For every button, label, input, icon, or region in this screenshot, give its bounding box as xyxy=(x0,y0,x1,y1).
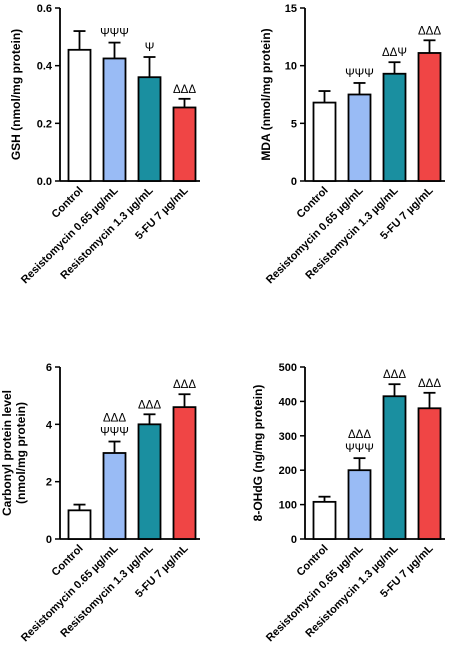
y-tick-label: 300 xyxy=(279,431,297,443)
y-tick-label: 0.4 xyxy=(37,61,53,73)
y-axis-title-line: Carbonyl protein level xyxy=(0,390,14,516)
y-tick-label: 0.0 xyxy=(37,176,52,188)
y-axis-title: 8-OHdG (ng/mg protein) xyxy=(251,385,265,522)
bar-resistomycin-13 xyxy=(382,72,407,182)
bar-control xyxy=(67,509,92,540)
bar-five-fu xyxy=(417,52,442,182)
y-tick-label: 5 xyxy=(291,118,297,130)
bar-resistomycin-065 xyxy=(347,469,372,540)
significance-label: ΔΔΔ xyxy=(383,369,406,381)
y-tick-label: 15 xyxy=(285,3,297,15)
significance-label: ΨΨΨ xyxy=(345,443,374,455)
y-tick-label: 0.2 xyxy=(37,118,52,130)
bar-resistomycin-065 xyxy=(102,57,127,182)
y-axis-title-line: (nmol/mg protein) xyxy=(14,402,28,504)
significance-label: Ψ xyxy=(145,42,155,54)
significance-label: ΔΔΔ xyxy=(103,413,126,425)
y-tick-label: 10 xyxy=(285,61,297,73)
y-tick-label: 6 xyxy=(46,362,52,374)
bar-five-fu xyxy=(172,106,197,182)
bar-resistomycin-13 xyxy=(137,423,162,540)
y-tick-label: 0 xyxy=(291,534,297,546)
significance-label: ΔΔΔ xyxy=(173,379,196,391)
bar-control xyxy=(67,48,92,182)
bar-control xyxy=(312,500,337,540)
y-tick-label: 0 xyxy=(46,534,52,546)
bar-five-fu xyxy=(417,407,442,540)
y-tick-label: 500 xyxy=(279,362,297,374)
bar-resistomycin-13 xyxy=(382,395,407,540)
significance-label: ΔΔΔ xyxy=(418,25,441,37)
y-tick-label: 4 xyxy=(46,419,53,431)
bar-control xyxy=(312,101,337,182)
significance-label: ΔΔΔ xyxy=(348,429,371,441)
significance-label: ΔΔΔ xyxy=(173,84,196,96)
y-tick-label: 0 xyxy=(291,176,297,188)
y-axis-title-line: GSH (nmol/mg protein) xyxy=(9,29,23,160)
y-axis-title: Carbonyl protein level(nmol/mg protein) xyxy=(0,390,28,516)
bar-resistomycin-13 xyxy=(137,76,162,182)
y-tick-label: 400 xyxy=(279,396,297,408)
significance-label: ΔΔΔ xyxy=(138,399,161,411)
significance-label: ΨΨΨ xyxy=(345,68,374,80)
chart-carbonyl: 0 2 4 6 Carbonyl protein level(nmol/mg prote… xyxy=(0,362,200,644)
y-tick-label: 100 xyxy=(279,500,297,512)
significance-label: ΔΔΨ xyxy=(382,47,407,59)
y-tick-label: 0.6 xyxy=(37,3,52,15)
significance-label: ΨΨΨ xyxy=(100,427,129,439)
significance-label: ΔΔΔ xyxy=(418,378,441,390)
y-tick-label: 2 xyxy=(46,477,52,489)
significance-label: ΨΨΨ xyxy=(100,28,129,40)
bar-resistomycin-065 xyxy=(347,93,372,182)
y-axis-title: GSH (nmol/mg protein) xyxy=(9,29,23,160)
y-axis-title: MDA (nmol/mg protein) xyxy=(259,28,273,160)
bar-five-fu xyxy=(172,406,197,540)
y-axis-title-line: 8-OHdG (ng/mg protein) xyxy=(251,385,265,522)
y-axis-title-line: MDA (nmol/mg protein) xyxy=(259,28,273,160)
y-tick-label: 200 xyxy=(279,465,297,477)
bar-resistomycin-065 xyxy=(102,452,127,540)
